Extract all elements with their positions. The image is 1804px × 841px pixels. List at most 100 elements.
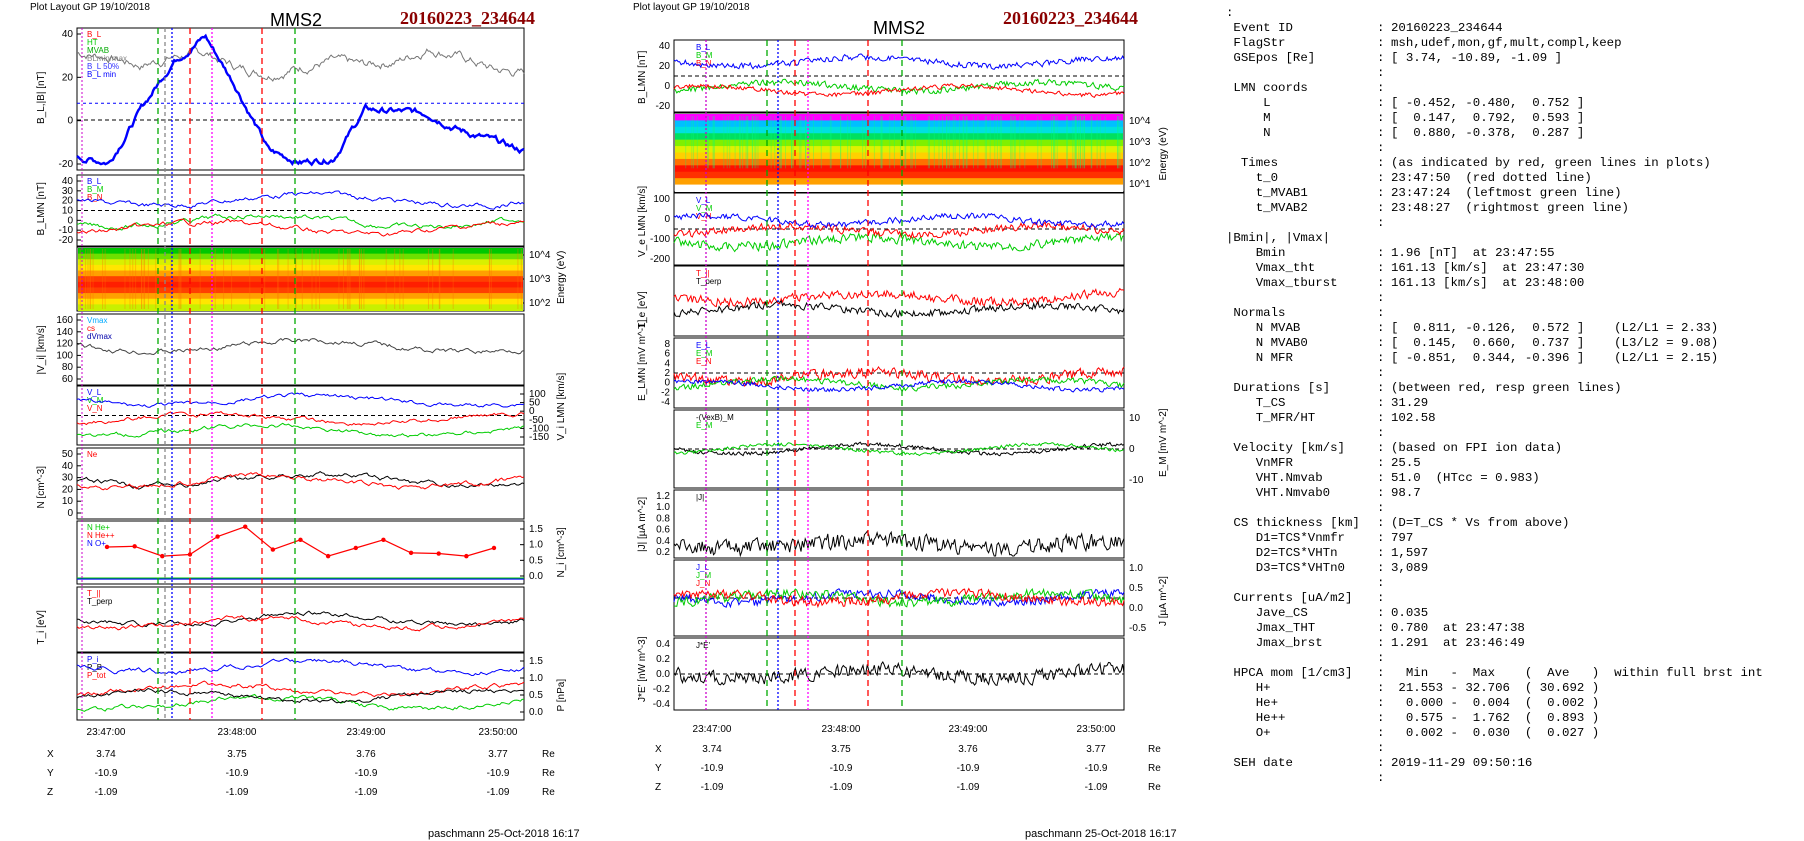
info-key: N MFR [1226,351,1293,365]
middle-legend-JE: J*E' [696,641,710,650]
info-line: t_MVAB2:23:48:27 (rightmost green line) [1226,201,1763,216]
middle-ylabel-espec: Energy (eV) [1158,127,1169,180]
left-Ti-series [76,615,525,632]
middle-ytick-BLMN: 0 [664,81,670,92]
left-pos-value: 3.75 [227,749,247,760]
info-line: : [1226,66,1763,81]
left-ni-point [408,550,414,556]
info-colon: : [1377,606,1385,620]
info-value: 1.291 at 23:46:49 [1391,636,1525,650]
left-spectrogram-band [78,270,523,278]
info-colon: : [1377,141,1385,155]
info-key: Velocity [km/s] [1226,441,1345,455]
middle-footer: paschmann 25-Oct-2018 16:17 [1025,828,1177,840]
info-value: 0.002 - 0.030 ( 0.027 ) [1391,726,1600,740]
info-value: 1.96 [nT] at 23:47:55 [1391,246,1555,260]
left-P-series [76,680,525,698]
middle-pos-value: -1.09 [1085,782,1108,793]
left-ytick-N: 30 [62,473,74,484]
left-legend-Ni: N O+ [87,539,106,548]
info-line: Velocity [km/s]: (based on FPI ion data) [1226,441,1763,456]
middle-J-series [674,587,1125,608]
middle-ytick-Jmag: 0.2 [656,547,670,558]
left-spectrogram-band [78,276,523,283]
left-pos-value: -10.9 [226,768,249,779]
left-bl-line [76,33,525,167]
left-ytick-BLMN: 10 [62,206,74,217]
info-key: Event ID [1226,21,1293,35]
info-line: N MFR: [ -0.851, 0.344, -0.396 ] (L2/L1 =… [1226,351,1763,366]
info-line: M: [ 0.147, 0.792, 0.593 ] [1226,111,1763,126]
info-value: 21.553 - 32.706 ( 30.692 ) [1391,681,1600,695]
middle-ytick-right-espec: 10^2 [1129,158,1151,169]
info-line: : [1226,501,1763,516]
left-Ti-series [76,610,525,628]
left-panel-frame-Ni [76,520,525,585]
middle-pos-value: -10.9 [1085,763,1108,774]
middle-ytick-Jmag: 0.6 [656,525,670,536]
left-ylabel-B: B_L,|B| [nT] [36,71,47,124]
info-value: (between red, resp green lines) [1391,381,1622,395]
left-legend-B: HT [87,38,98,47]
middle-panel-frame-Jmag [673,489,1125,559]
info-key: M [1226,111,1271,125]
info-key: Times [1226,156,1279,170]
info-colon: : [1377,351,1385,365]
left-P-series [76,657,525,677]
middle-J-series [673,588,1125,609]
info-key: N MVAB [1226,321,1301,335]
info-colon: : [1377,516,1385,530]
left-legend-BLMN: B_M [87,185,104,194]
left-ytick-B: 0 [67,116,73,127]
info-key: N [1226,126,1271,140]
middle-pos-value: 3.77 [1086,744,1106,755]
info-line: D1=TCS*Vnmfr:797 [1226,531,1763,546]
info-colon: : [1377,216,1385,230]
info-key: CS thickness [km] [1226,516,1360,530]
left-pos-unit: Re [542,768,555,779]
info-value: [ 0.811, -0.126, 0.572 ] (L2/L1 = 2.33) [1391,321,1719,335]
middle-ylabel-EM: E_M [mV m^-2] [1158,408,1169,477]
info-key: He+ [1226,696,1279,710]
info-key: VnMFR [1226,456,1293,470]
info-key: Bmin [1226,246,1286,260]
left-ytick-right-ViLMN: -100 [529,423,549,434]
info-key: FlagStr [1226,36,1286,50]
middle-legend-J: J_M [696,571,711,580]
left-legend-P: P_i [87,655,99,664]
middle-spectrogram [675,114,1123,192]
info-line: T_MFR/HT:102.58 [1226,411,1763,426]
middle-ytick-right-J: 0.0 [1129,603,1143,614]
middle-J-series [673,587,1125,609]
left-ylabel-Vi: |V_i| [km/s] [36,325,47,374]
middle-pos-value: -1.09 [830,782,853,793]
middle-pos-value: -10.9 [830,763,853,774]
info-line: VnMFR:25.5 [1226,456,1763,471]
left-legend-Ni: N He+ [87,523,110,532]
left-legend-Ni: N He++ [87,531,115,540]
info-key [1226,771,1377,786]
info-colon: : [1377,441,1385,455]
middle-ylabel-Ve: V_e LMN [km/s] [637,186,648,257]
info-line: GSEpos [Re]: [ 3.74, -10.89, -1.09 ] [1226,51,1763,66]
left-ytick-right-P: 0.0 [529,707,543,718]
middle-panel-frame-Te [673,265,1125,337]
info-key: GSEpos [Re] [1226,51,1316,65]
left-legend-B: B_L [87,30,102,39]
middle-pos-value: -10.9 [957,763,980,774]
middle-title: MMS2 [873,18,926,38]
left-ytick-N: 50 [62,449,74,460]
info-line: Vmax_tht:161.13 [km/s] at 23:47:30 [1226,261,1763,276]
middle-ytick-Ve: 0 [664,214,670,225]
info-key: Vmax_tburst [1226,276,1338,290]
middle-JE-series [673,661,1125,687]
middle-pos-label: Z [655,782,661,793]
info-colon: : [1377,96,1385,110]
info-key [1226,366,1377,381]
middle-BLMN-series [673,53,1125,70]
middle-ylabel-J: J [µA m^-2] [1158,576,1169,626]
left-ylabel-spec: Energy (eV) [556,251,567,304]
middle-pos-value: 3.76 [958,744,978,755]
info-value: [ -0.452, -0.480, 0.752 ] [1391,96,1585,110]
middle-legend-Te: T_|| [696,269,710,278]
